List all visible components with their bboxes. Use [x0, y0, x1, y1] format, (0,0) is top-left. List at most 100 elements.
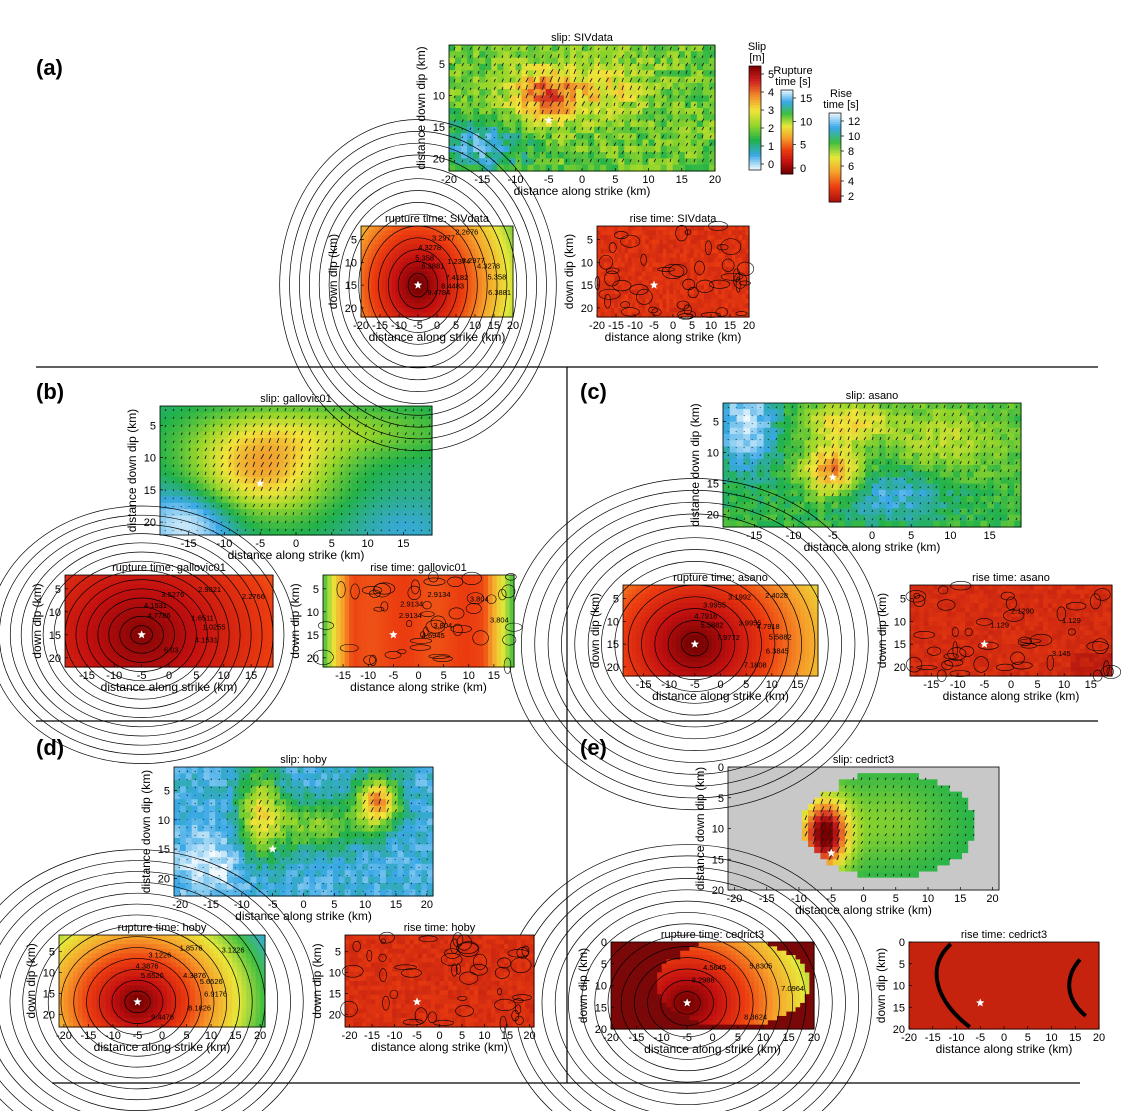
x-tick-label: -10	[786, 530, 802, 542]
x-tick-label: -5	[413, 320, 423, 332]
contour-label: 6.9176	[204, 990, 227, 999]
x-tick-label: 10	[478, 1030, 490, 1042]
hypocenter-star	[649, 280, 659, 289]
contour-label: 6.3881	[488, 288, 511, 297]
x-tick-label: -15	[923, 679, 939, 691]
rupture-contours: 6.38815.3584.32783.29772.26761.23743.297…	[279, 119, 557, 452]
y-tick-label: 20	[894, 662, 906, 674]
x-tick-label: -20	[353, 320, 369, 332]
contour-label: 3.9955	[703, 601, 726, 610]
contour-label: 9.4476	[151, 1013, 174, 1022]
plot-rise-3: -20 -15 -10 -5 0 5 10 15 20 5 10 15 20 rise time: hob…	[310, 922, 536, 1054]
x-tick-label: 15	[229, 1030, 241, 1042]
x-tick-label: 5	[1025, 1032, 1031, 1044]
colorbar-title: Rise	[830, 88, 852, 100]
hypocenter-star	[826, 848, 836, 857]
contour-label: 2.4028	[765, 591, 788, 600]
contour-label: 5.358	[415, 254, 434, 263]
x-tick-label: -5	[268, 899, 278, 911]
y-tick-label: 15	[307, 630, 319, 642]
x-tick-label: -10	[216, 538, 232, 550]
y-tick-label: 5	[313, 584, 319, 596]
x-tick-label: -20	[603, 1032, 619, 1044]
x-tick-label: 5	[908, 530, 914, 542]
x-tick-label: -5	[137, 670, 147, 682]
x-tick-label: -5	[980, 679, 990, 691]
plot-title: rupture time: hoby	[118, 922, 207, 934]
colorbar-title: [m]	[749, 52, 764, 64]
contour-label: 3.804	[470, 594, 489, 603]
contour-label: 2.9134	[400, 599, 423, 608]
x-tick-label: 0	[300, 899, 306, 911]
y-axis-label: down dip (km)	[288, 583, 302, 658]
plot-title: rupture time: gallovic01	[112, 562, 226, 574]
y-tick-label: 5	[899, 959, 905, 971]
y-tick-label: 20	[595, 1024, 607, 1036]
x-tick-label: -15	[628, 1032, 644, 1044]
x-tick-label: 0	[860, 893, 866, 905]
x-axis-label: distance along strike (km)	[514, 184, 651, 198]
x-tick-label: 5	[329, 538, 335, 550]
y-tick-label: 20	[607, 662, 619, 674]
slip-arrows	[164, 407, 431, 532]
x-tick-label: -15	[80, 1030, 96, 1042]
contour-label: 4.3876	[136, 961, 159, 970]
hypocenter-star	[975, 998, 985, 1007]
x-tick-label: -20	[56, 1030, 72, 1042]
hypocenter-star	[690, 639, 700, 648]
x-tick-label: -10	[106, 670, 122, 682]
contour-label: 1.8576	[180, 943, 203, 952]
rise-field	[597, 226, 750, 318]
y-tick-label: 20	[433, 153, 445, 165]
y-tick-label: 5	[900, 594, 906, 606]
x-tick-label: 20	[808, 1032, 820, 1044]
colorbar-title: Slip	[748, 41, 766, 53]
y-tick-label: 20	[581, 303, 593, 315]
y-tick-label: 10	[433, 90, 445, 102]
contour-label: 8.1826	[188, 1003, 211, 1012]
x-tick-label: 15	[954, 893, 966, 905]
x-tick-label: 5	[735, 1032, 741, 1044]
x-tick-label: -10	[234, 899, 250, 911]
contour-label: 6.3881	[421, 261, 444, 270]
contour-label: 3.2977	[462, 256, 485, 265]
hypocenter-star	[268, 844, 278, 853]
y-axis-label: distance down dip (km)	[688, 403, 702, 526]
x-tick-label: 20	[507, 320, 519, 332]
x-axis-label: distance along strike (km)	[644, 1042, 781, 1056]
y-tick-label: 20	[158, 873, 170, 885]
plot-title: rise time: cedrict3	[961, 929, 1047, 941]
x-tick-label: -5	[133, 1030, 143, 1042]
y-axis-label: distance down dip (km)	[139, 770, 153, 893]
slip-arrows	[453, 46, 713, 163]
contour-label: 7.0964	[781, 984, 804, 993]
panel-label-d: (d)	[36, 735, 64, 760]
contour-label: 3.145	[1052, 649, 1071, 658]
x-tick-label: 0	[1001, 1032, 1007, 1044]
panel-label-c: (c)	[580, 379, 607, 404]
y-tick-label: 0	[899, 937, 905, 949]
y-tick-label: 5	[439, 59, 445, 71]
x-tick-label: 0	[579, 174, 585, 186]
x-tick-label: 15	[488, 320, 500, 332]
x-tick-label: -20	[172, 899, 188, 911]
x-tick-label: 10	[218, 670, 230, 682]
plot-title: slip: hoby	[280, 754, 327, 766]
x-tick-label: 20	[1093, 1032, 1105, 1044]
contour-label: 3.9955	[739, 618, 762, 627]
y-tick-label: 10	[329, 968, 341, 980]
x-tick-label: -5	[412, 1030, 422, 1042]
rise-contours	[934, 942, 1088, 1029]
x-tick-label: 5	[612, 174, 618, 186]
x-tick-label: 15	[783, 1032, 795, 1044]
x-tick-label: -15	[335, 670, 351, 682]
x-tick-label: -5	[544, 174, 554, 186]
contour-label: 4.7918	[757, 622, 780, 631]
x-tick-label: 15	[984, 530, 996, 542]
x-tick-label: -5	[649, 320, 659, 332]
x-tick-label: 0	[415, 670, 421, 682]
